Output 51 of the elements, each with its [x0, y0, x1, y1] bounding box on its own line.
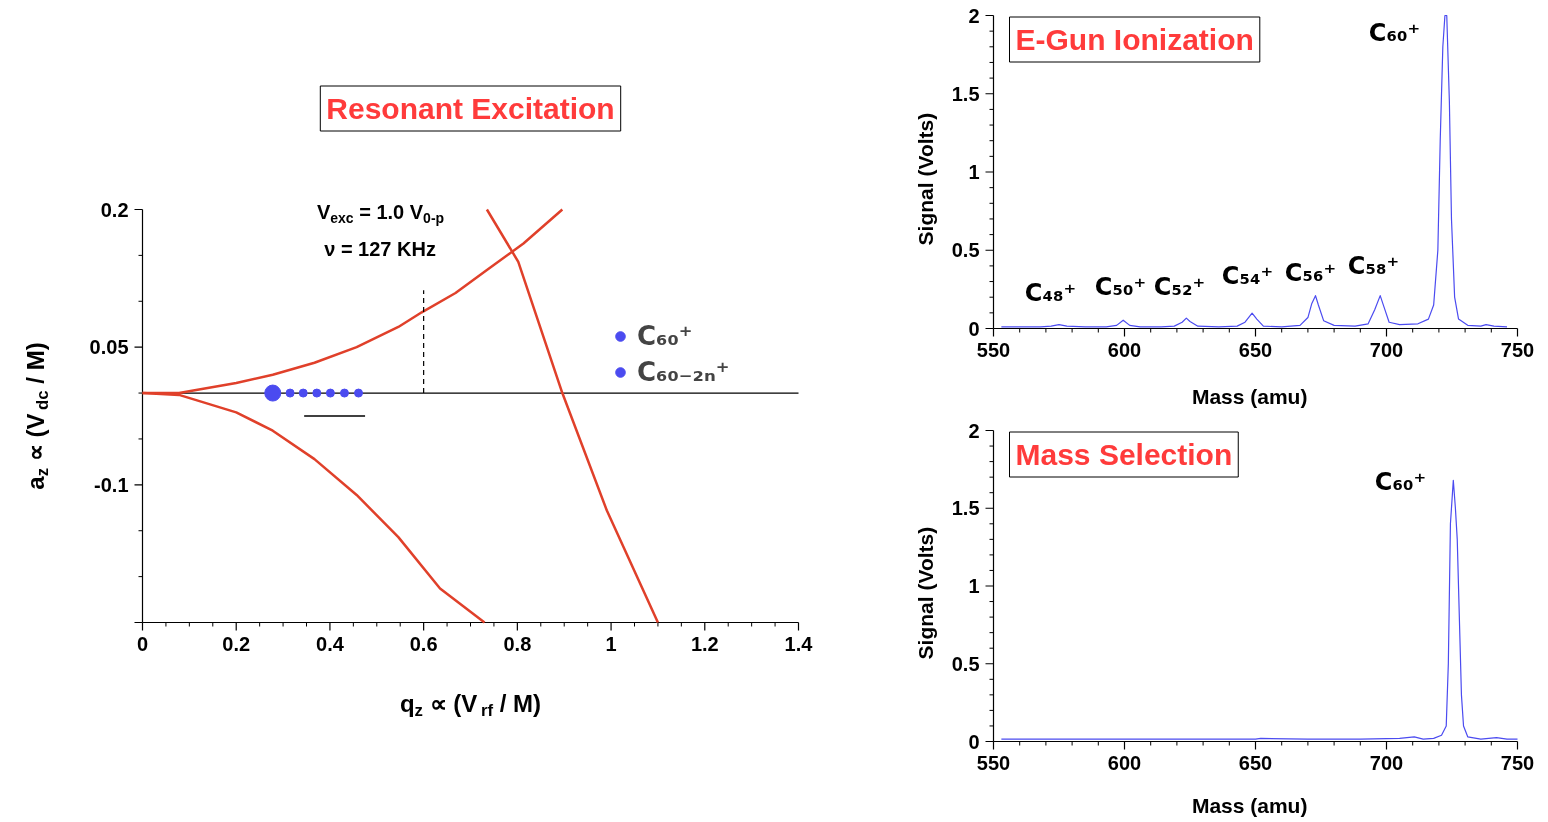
- annotation: C₆₀⁺: [1374, 467, 1427, 496]
- y-tick-label: 2: [968, 419, 980, 442]
- x-tick-label: 550: [976, 338, 1011, 361]
- x-tick-label: 0.2: [222, 632, 251, 655]
- x-tick-label: 700: [1369, 338, 1404, 361]
- x-tick-label: 1.2: [690, 632, 719, 655]
- annotation: C₅₀⁺: [1094, 272, 1147, 301]
- y-tick-label: 1.5: [951, 497, 980, 520]
- y-tick-label: 0: [968, 317, 980, 340]
- y-axis-title: Signal (Volts): [914, 112, 937, 246]
- x-tick-label: 750: [1500, 338, 1535, 361]
- annotation: ν = 127 KHz: [324, 237, 436, 260]
- annotation: C₅₂⁺: [1153, 272, 1206, 301]
- x-tick-label: 1.4: [784, 632, 814, 655]
- x-tick-label: 700: [1369, 751, 1404, 774]
- x-axis-title: Mass (amu): [1191, 794, 1308, 817]
- x-tick-label: 600: [1107, 338, 1142, 361]
- y-tick-label: 2: [968, 4, 980, 27]
- y-tick-label: 0.05: [89, 336, 129, 359]
- legend-label: C₆₀⁺: [637, 321, 693, 351]
- chart-title: E-Gun Ionization: [1015, 23, 1254, 56]
- annotation: C₄₈⁺: [1024, 278, 1077, 307]
- x-tick-label: 550: [976, 751, 1011, 774]
- x-tick-label: 600: [1107, 751, 1142, 774]
- annotation: C₅₆⁺: [1284, 258, 1337, 287]
- y-tick-label: 0.5: [951, 239, 980, 262]
- y-tick-label: 1: [968, 161, 980, 183]
- x-axis-title: Mass (amu): [1191, 385, 1308, 408]
- x-tick-label: 1: [605, 632, 617, 655]
- y-tick-label: 0.2: [100, 198, 129, 221]
- x-tick-label: 650: [1238, 751, 1273, 774]
- annotation: C₅₈⁺: [1347, 251, 1400, 280]
- x-tick-label: 650: [1238, 338, 1273, 361]
- x-tick-label: 0.4: [316, 632, 345, 655]
- x-tick-label: 0.8: [503, 632, 532, 655]
- annotation: C₆₀⁺: [1368, 18, 1421, 47]
- y-tick-label: 1: [968, 575, 980, 597]
- x-tick-label: 0: [136, 632, 149, 655]
- x-tick-label: 0.6: [409, 632, 438, 655]
- y-tick-label: -0.1: [94, 473, 129, 496]
- chart-title: Mass Selection: [1015, 438, 1233, 471]
- x-tick-label: 750: [1500, 751, 1535, 774]
- annotation: C₅₄⁺: [1221, 261, 1274, 290]
- chart-title: Resonant Excitation: [326, 92, 615, 125]
- y-axis-title: az ∝ (Vdc / M): [22, 342, 53, 490]
- y-axis-title: Signal (Volts): [914, 526, 937, 660]
- y-tick-label: 0: [968, 730, 980, 753]
- y-tick-label: 0.5: [951, 652, 980, 675]
- line-series: [1000, 14, 1508, 328]
- legend-label: C₆₀₋₂ₙ⁺: [637, 357, 730, 387]
- y-tick-label: 1.5: [951, 82, 980, 105]
